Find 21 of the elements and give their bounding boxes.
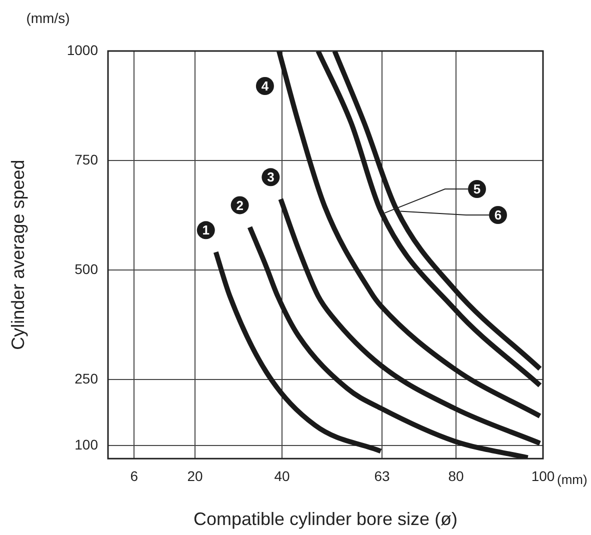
series-label: 3 [267,170,274,185]
text: (mm) [557,472,588,488]
text: 5 [473,182,481,197]
x-axis-title: Compatible cylinder bore size (ø) [193,509,458,530]
x-tick-label: 40 [274,468,290,484]
series-label: 4 [261,78,270,94]
x-tick-label: 6 [130,468,138,484]
x-tick-label: 80 [448,468,464,484]
series-label: 2 [236,198,244,213]
text: 6 [494,208,502,223]
y-tick-label: 500 [74,261,98,277]
y-tick-label: 100 [74,436,98,452]
y-axis-title: Cylinder average speed [8,160,28,350]
y-tick-label: 1000 [66,42,98,58]
text: (mm/s) [26,10,70,26]
y-tick-label: 750 [74,151,98,168]
y-tick-label: 250 [74,370,98,387]
x-tick-label: 20 [187,468,203,484]
x-tick-label: 63 [374,468,390,484]
series-label: 1 [202,222,210,238]
x-tick-label: 100 [531,468,555,484]
